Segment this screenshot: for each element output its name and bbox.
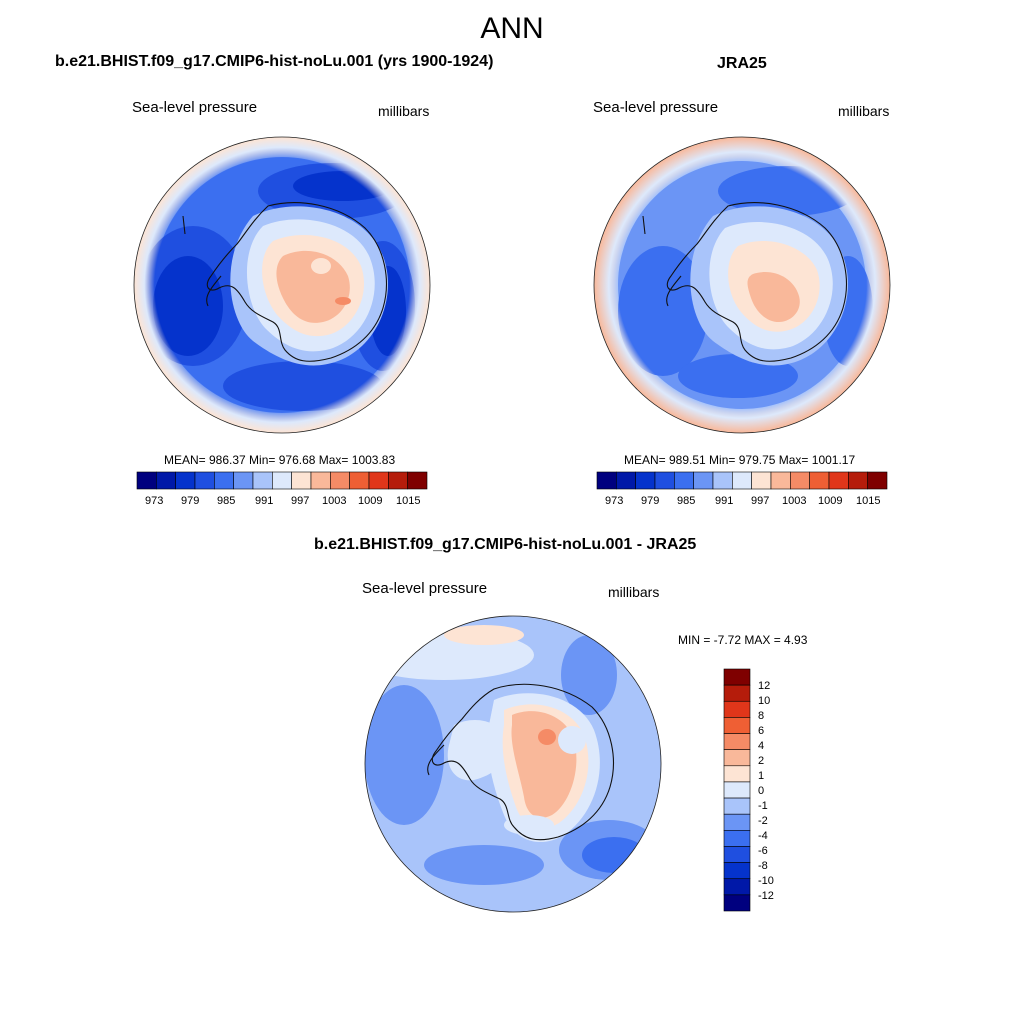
model-variable-label: Sea-level pressure bbox=[132, 99, 258, 116]
colorbar-swatch bbox=[732, 471, 752, 490]
colorbar-swatch bbox=[252, 471, 273, 490]
colorbar-swatch bbox=[310, 471, 331, 490]
colorbar-swatch bbox=[233, 471, 254, 490]
colorbar-swatch bbox=[723, 878, 751, 896]
colorbar-tick: 997 bbox=[751, 495, 770, 507]
colorbar-swatch bbox=[175, 471, 196, 490]
diff-units-label: millibars bbox=[608, 584, 660, 600]
colorbar-swatch bbox=[388, 471, 408, 490]
colorbar-swatch bbox=[407, 471, 428, 490]
colorbar-tick: 979 bbox=[641, 495, 660, 507]
colorbar-tick: 985 bbox=[677, 495, 696, 507]
colorbar-swatch bbox=[723, 894, 751, 912]
colorbar-swatch bbox=[136, 471, 157, 490]
colorbar-swatch bbox=[723, 684, 751, 702]
colorbar-swatch bbox=[723, 668, 751, 686]
colorbar-swatch bbox=[156, 471, 176, 490]
colorbar-swatch bbox=[723, 797, 751, 815]
diff-variable-label: Sea-level pressure bbox=[362, 580, 488, 597]
colorbar-tick: 10 bbox=[758, 695, 771, 707]
colorbar-tick: 973 bbox=[145, 495, 164, 507]
colorbar-tick: 1009 bbox=[818, 495, 843, 507]
colorbar-tick: -10 bbox=[758, 875, 774, 887]
colorbar-tick: 12 bbox=[758, 680, 771, 692]
obs-units-label: millibars bbox=[838, 103, 890, 119]
diff-polar-map bbox=[364, 615, 662, 913]
obs-variable-label: Sea-level pressure bbox=[593, 99, 719, 116]
colorbar-swatch bbox=[349, 471, 370, 490]
colorbar-swatch bbox=[867, 471, 888, 490]
colorbar-swatch bbox=[693, 471, 714, 490]
colorbar-tick: -8 bbox=[758, 860, 768, 872]
colorbar-swatch bbox=[723, 830, 751, 847]
colorbar-swatch bbox=[723, 749, 751, 767]
colorbar-swatch bbox=[194, 471, 215, 490]
colorbar-tick: -12 bbox=[758, 890, 774, 902]
figure-title: ANN bbox=[480, 12, 544, 45]
colorbar-swatch bbox=[723, 765, 751, 783]
colorbar-swatch bbox=[214, 471, 234, 490]
colorbar-swatch bbox=[848, 471, 868, 490]
colorbar-tick: -4 bbox=[758, 830, 768, 842]
colorbar-swatch bbox=[596, 471, 617, 490]
colorbar-swatch bbox=[368, 471, 389, 490]
colorbar-swatch bbox=[654, 471, 675, 490]
colorbar-swatch bbox=[330, 471, 350, 490]
colorbar-tick: 1015 bbox=[856, 495, 881, 507]
colorbar-swatch bbox=[809, 471, 830, 490]
colorbar-tick: 6 bbox=[758, 725, 765, 737]
colorbar-swatch bbox=[790, 471, 810, 490]
model-stats-text: MEAN= 986.37 Min= 976.68 Max= 1003.83 bbox=[164, 453, 396, 467]
colorbar-swatch bbox=[723, 781, 751, 799]
colorbar-swatch bbox=[616, 471, 636, 490]
colorbar-tick: 997 bbox=[291, 495, 310, 507]
colorbar-swatch bbox=[723, 862, 751, 880]
colorbar-tick: 1003 bbox=[782, 495, 807, 507]
obs-panel-title: JRA25 bbox=[717, 55, 767, 72]
model-polar-map bbox=[133, 136, 431, 434]
colorbar-tick: 1009 bbox=[358, 495, 383, 507]
obs-colorbar bbox=[596, 471, 888, 490]
colorbar-swatch bbox=[723, 717, 751, 734]
colorbar-tick: 991 bbox=[715, 495, 734, 507]
colorbar-tick: 1003 bbox=[322, 495, 347, 507]
colorbar-tick: 991 bbox=[255, 495, 274, 507]
model-panel-title: b.e21.BHIST.f09_g17.CMIP6-hist-noLu.001 … bbox=[55, 53, 494, 70]
diff-colorbar bbox=[723, 668, 751, 912]
colorbar-tick: 979 bbox=[181, 495, 200, 507]
colorbar-tick: -1 bbox=[758, 800, 768, 812]
obs-polar-map bbox=[593, 136, 891, 434]
colorbar-tick: -6 bbox=[758, 845, 768, 857]
colorbar-swatch bbox=[291, 471, 312, 490]
colorbar-tick: 2 bbox=[758, 755, 765, 767]
colorbar-swatch bbox=[723, 700, 751, 718]
diff-panel-title: b.e21.BHIST.f09_g17.CMIP6-hist-noLu.001 … bbox=[314, 536, 697, 553]
colorbar-swatch bbox=[723, 846, 751, 863]
colorbar-tick: 985 bbox=[217, 495, 236, 507]
colorbar-swatch bbox=[723, 733, 751, 750]
colorbar-tick: 1 bbox=[758, 770, 765, 782]
colorbar-tick: 1015 bbox=[396, 495, 421, 507]
colorbar-tick: -2 bbox=[758, 815, 768, 827]
obs-stats-text: MEAN= 989.51 Min= 979.75 Max= 1001.17 bbox=[624, 453, 856, 467]
colorbar-swatch bbox=[712, 471, 733, 490]
colorbar-swatch bbox=[828, 471, 849, 490]
colorbar-swatch bbox=[272, 471, 292, 490]
colorbar-tick: 4 bbox=[758, 740, 765, 752]
colorbar-swatch bbox=[723, 813, 751, 831]
colorbar-tick: 8 bbox=[758, 710, 765, 722]
colorbar-swatch bbox=[770, 471, 791, 490]
colorbar-swatch bbox=[674, 471, 694, 490]
colorbar-tick: 0 bbox=[758, 785, 765, 797]
colorbar-swatch bbox=[751, 471, 772, 490]
colorbar-tick: 973 bbox=[605, 495, 624, 507]
diff-stats-text: MIN = -7.72 MAX = 4.93 bbox=[678, 633, 808, 647]
model-colorbar bbox=[136, 471, 428, 490]
model-units-label: millibars bbox=[378, 103, 430, 119]
colorbar-swatch bbox=[635, 471, 656, 490]
